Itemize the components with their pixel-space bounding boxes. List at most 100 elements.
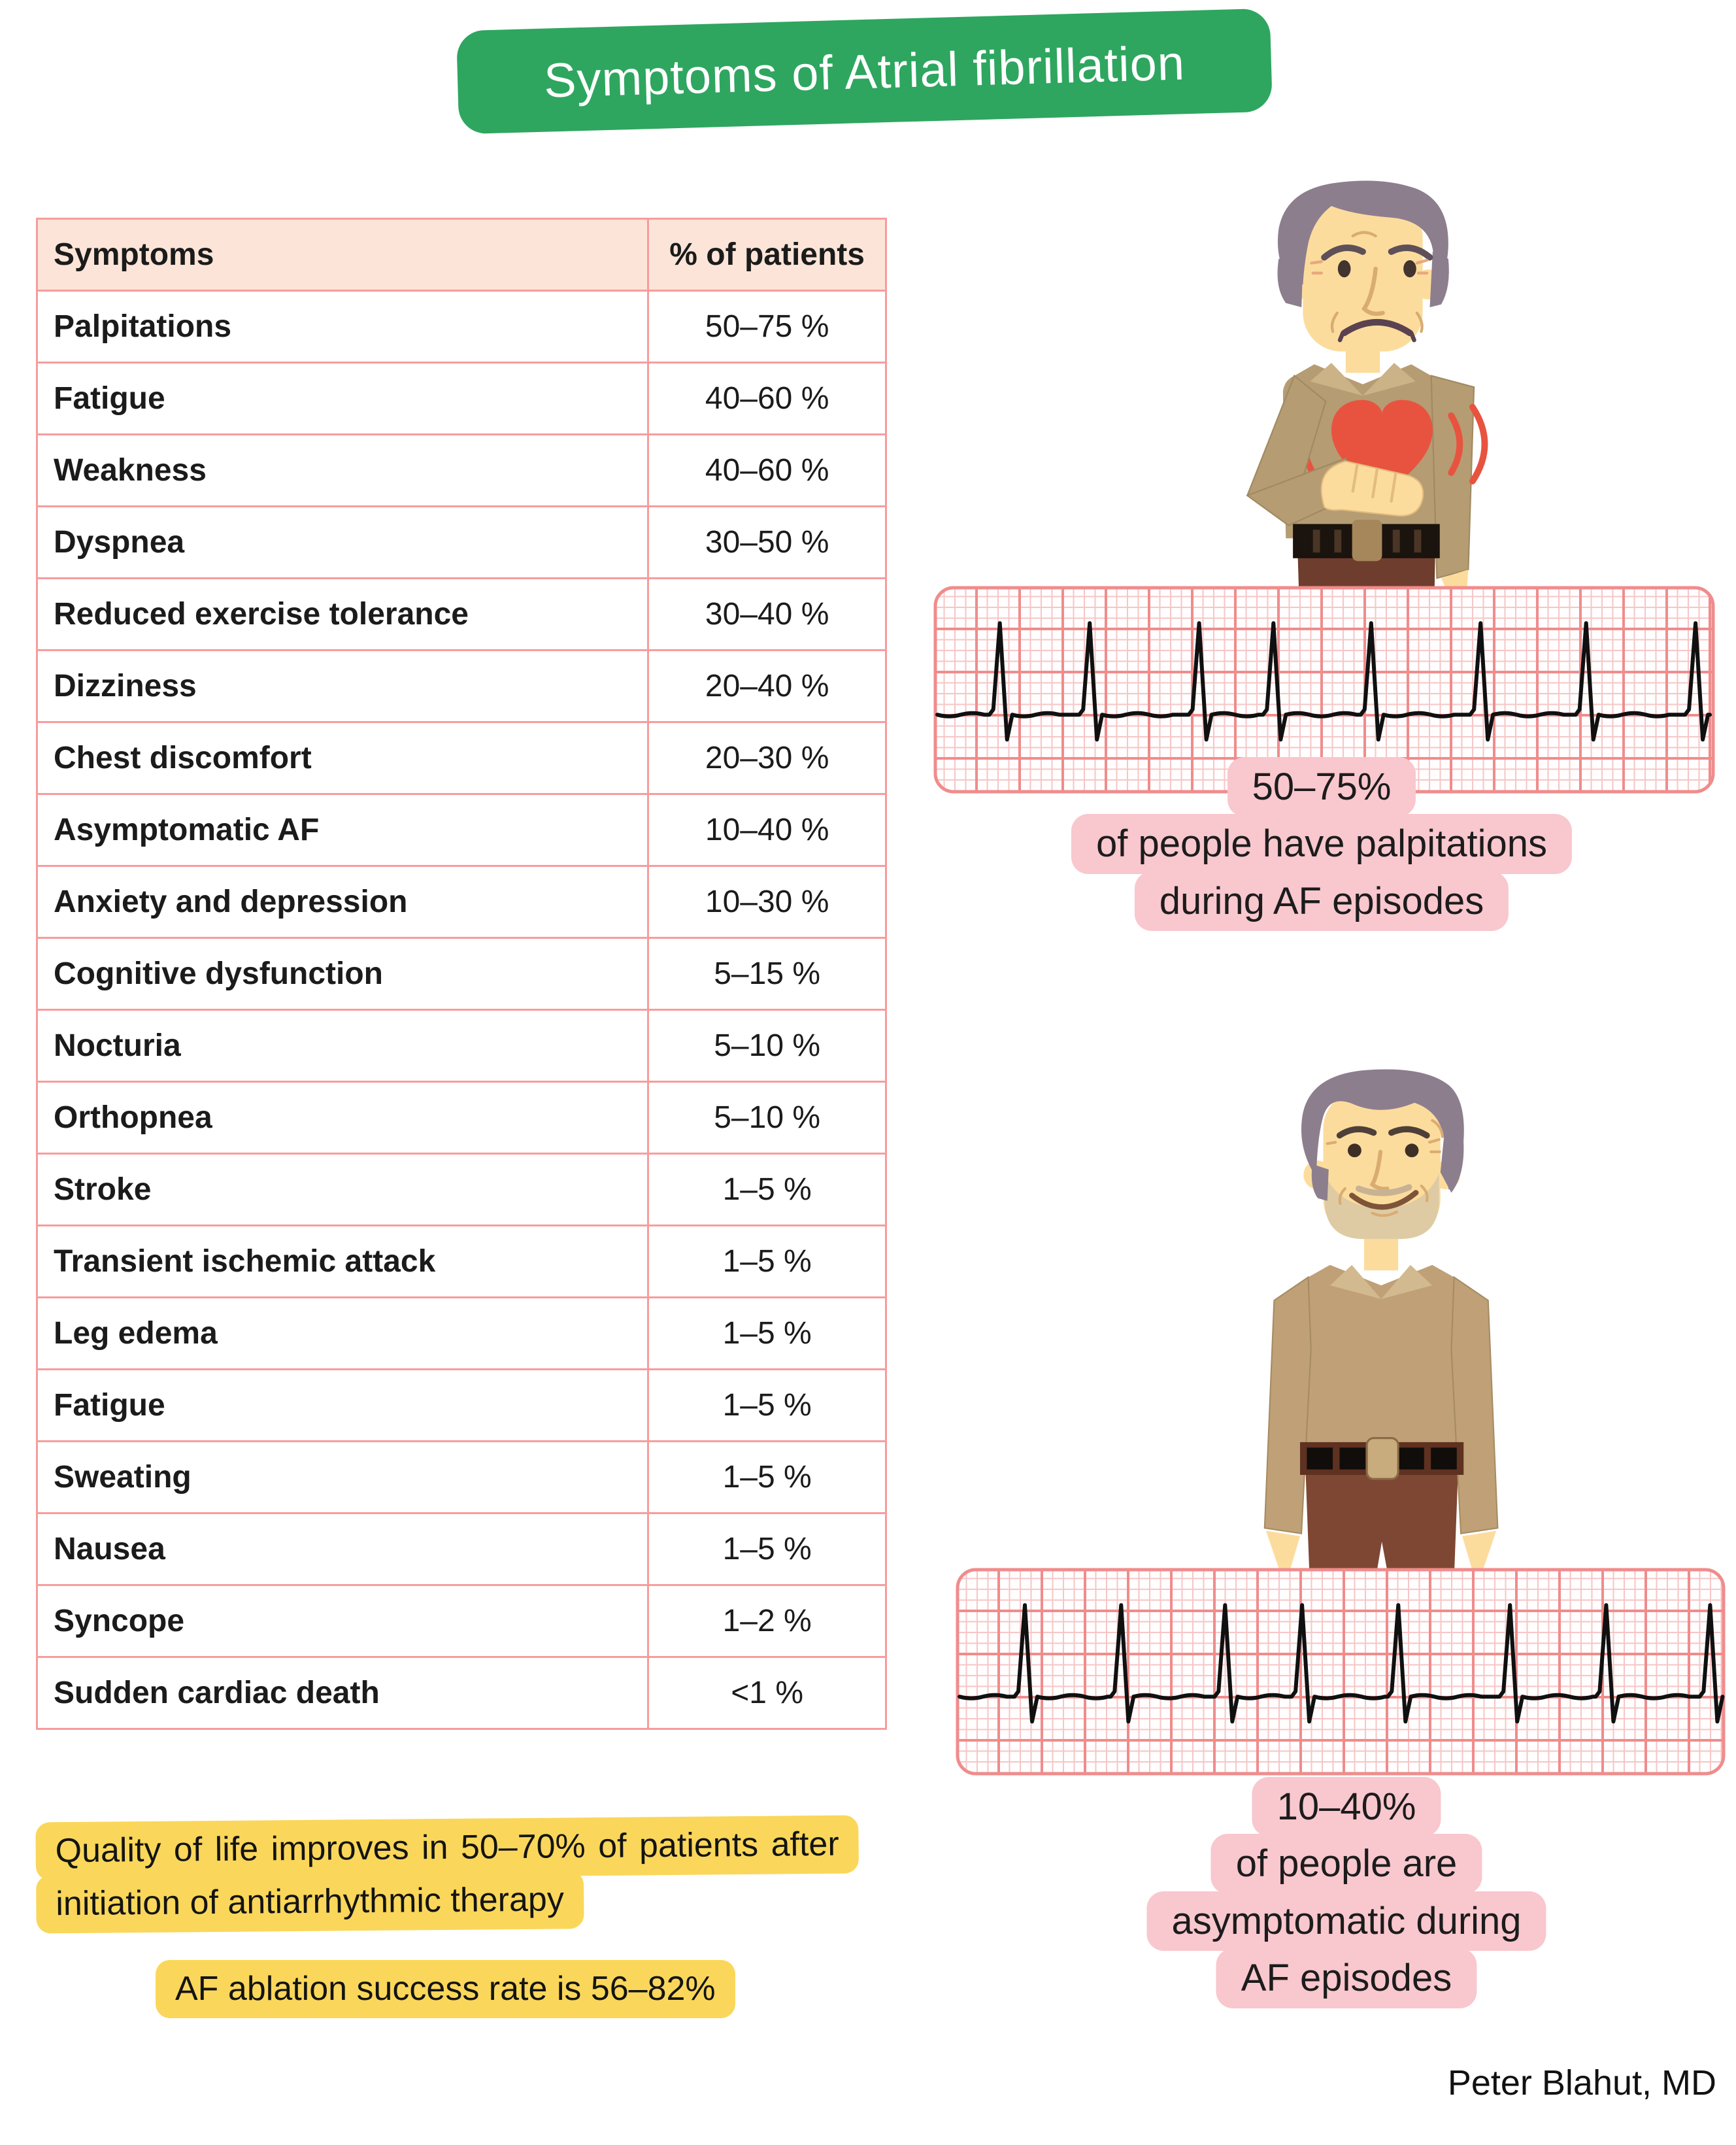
asymptomatic-callout: 10–40% of people are asymptomatic during… (1146, 1777, 1546, 2008)
callout-line: asymptomatic during (1146, 1891, 1546, 1951)
percent-cell: 20–40 % (647, 649, 887, 723)
nose (1361, 266, 1385, 316)
eyebrow (1336, 1126, 1377, 1139)
table-row: Palpitations 50–75 % (35, 290, 887, 363)
page-title: Symptoms of Atrial fibrillation (543, 35, 1186, 108)
eye (1348, 1143, 1361, 1158)
ecg-trace (958, 1603, 1725, 1724)
symptom-cell: Asymptomatic AF (35, 793, 650, 867)
percent-cell: <1 % (647, 1656, 887, 1730)
note-line: Quality of life improves in 50–70% of pa… (35, 1815, 860, 1881)
table-row: Stroke 1–5 % (35, 1153, 887, 1226)
percent-cell: 1–5 % (647, 1512, 887, 1586)
mustache (1355, 1184, 1412, 1196)
symptom-cell: Fatigue (35, 362, 650, 435)
percent-cell: 1–5 % (647, 1225, 887, 1298)
attribution: Peter Blahut, MD (1447, 2063, 1716, 2103)
percent-cell: 50–75 % (647, 290, 887, 363)
percent-cell: 30–40 % (647, 577, 887, 651)
worried-man-body (1246, 180, 1488, 772)
percent-cell: 1–5 % (647, 1368, 887, 1442)
percent-cell: 1–2 % (647, 1584, 887, 1658)
left-hand (1265, 1530, 1301, 1587)
ecg-strip-asymptomatic (956, 1568, 1726, 1776)
symptoms-table: Symptoms % of patients Palpitations 50–7… (35, 218, 887, 1730)
percent-cell: 20–30 % (647, 721, 887, 795)
symptom-cell: Syncope (35, 1584, 650, 1658)
callout-line: 50–75% (1227, 757, 1416, 817)
symptom-cell: Dyspnea (35, 505, 650, 579)
table-row: Transient ischemic attack 1–5 % (35, 1225, 887, 1298)
symptom-cell: Anxiety and depression (35, 865, 650, 939)
symptom-cell: Sudden cardiac death (35, 1656, 650, 1730)
symptom-cell: Fatigue (35, 1368, 650, 1442)
percent-cell: 10–30 % (647, 865, 887, 939)
smiling-man-body (1263, 1069, 1499, 1615)
callout-line: during AF episodes (1134, 871, 1509, 932)
symptom-cell: Palpitations (35, 290, 650, 363)
percent-cell: 40–60 % (647, 362, 887, 435)
symptom-cell: Leg edema (35, 1296, 650, 1370)
percent-cell: 10–40 % (647, 793, 887, 867)
symptom-cell: Nocturia (35, 1009, 650, 1083)
table-row: Nausea 1–5 % (35, 1512, 887, 1586)
symptom-cell: Sweating (35, 1440, 650, 1514)
frown-mouth (1341, 319, 1413, 337)
percent-cell: 5–10 % (647, 1081, 887, 1155)
belt-buckle (1352, 519, 1382, 562)
symptom-cell: Dizziness (35, 649, 650, 723)
callout-line: of people are (1210, 1834, 1482, 1894)
symptom-cell: Reduced exercise tolerance (35, 577, 650, 651)
table-row: Sweating 1–5 % (35, 1440, 887, 1514)
table-row: Dyspnea 30–50 % (35, 505, 887, 579)
face (1303, 199, 1423, 352)
percent-cell: 30–50 % (647, 505, 887, 579)
table-row: Chest discomfort 20–30 % (35, 721, 887, 795)
smile-mouth (1349, 1190, 1419, 1210)
hand-on-chest (1320, 460, 1424, 517)
callout-line: 10–40% (1252, 1777, 1441, 1837)
table-row: Leg edema 1–5 % (35, 1296, 887, 1370)
table-row: Cognitive dysfunction 5–15 % (35, 937, 887, 1011)
worried-eyebrow (1321, 245, 1366, 261)
belt-buckle (1365, 1437, 1399, 1480)
table-row: Orthopnea 5–10 % (35, 1081, 887, 1155)
ecg-trace (935, 621, 1712, 742)
table-row: Nocturia 5–10 % (35, 1009, 887, 1083)
eye (1337, 260, 1351, 278)
callout-line: of people have palpitations (1071, 814, 1573, 874)
table-row: Sudden cardiac death <1 % (35, 1656, 887, 1730)
symptom-cell: Chest discomfort (35, 721, 650, 795)
symptom-cell: Transient ischemic attack (35, 1225, 650, 1298)
table-header-row: Symptoms % of patients (35, 218, 887, 292)
collar (1310, 363, 1363, 396)
table-header-percent: % of patients (647, 218, 887, 292)
nose (1369, 1149, 1390, 1191)
table-row: Asymptomatic AF 10–40 % (35, 793, 887, 867)
hair (1277, 180, 1448, 286)
quality-of-life-note: Quality of life improves in 50–70% of pa… (35, 1815, 860, 1934)
percent-cell: 40–60 % (647, 433, 887, 507)
worried-man-illustration (1246, 180, 1488, 772)
right-hand (1462, 1530, 1497, 1587)
note-line: AF ablation success rate is 56–82% (156, 1960, 735, 2018)
table-row: Syncope 1–2 % (35, 1584, 887, 1658)
table-row: Fatigue 40–60 % (35, 362, 887, 435)
table-header-symptoms: Symptoms (35, 218, 650, 292)
symptom-cell: Weakness (35, 433, 650, 507)
table-row: Dizziness 20–40 % (35, 649, 887, 723)
stubble-beard (1324, 1174, 1439, 1240)
title-banner: Symptoms of Atrial fibrillation (456, 8, 1273, 135)
symptom-cell: Cognitive dysfunction (35, 937, 650, 1011)
symptom-cell: Stroke (35, 1153, 650, 1226)
ablation-note: AF ablation success rate is 56–82% (156, 1960, 735, 2018)
symptom-cell: Orthopnea (35, 1081, 650, 1155)
percent-cell: 1–5 % (647, 1440, 887, 1514)
callout-line: AF episodes (1216, 1948, 1477, 2008)
percent-cell: 1–5 % (647, 1296, 887, 1370)
symptoms-table-body: Palpitations 50–75 % Fatigue 40–60 % Wea… (35, 290, 887, 1730)
table-row: Anxiety and depression 10–30 % (35, 865, 887, 939)
table-row: Fatigue 1–5 % (35, 1368, 887, 1442)
asymptomatic-man-illustration (1263, 1069, 1499, 1615)
collar (1329, 1264, 1382, 1299)
